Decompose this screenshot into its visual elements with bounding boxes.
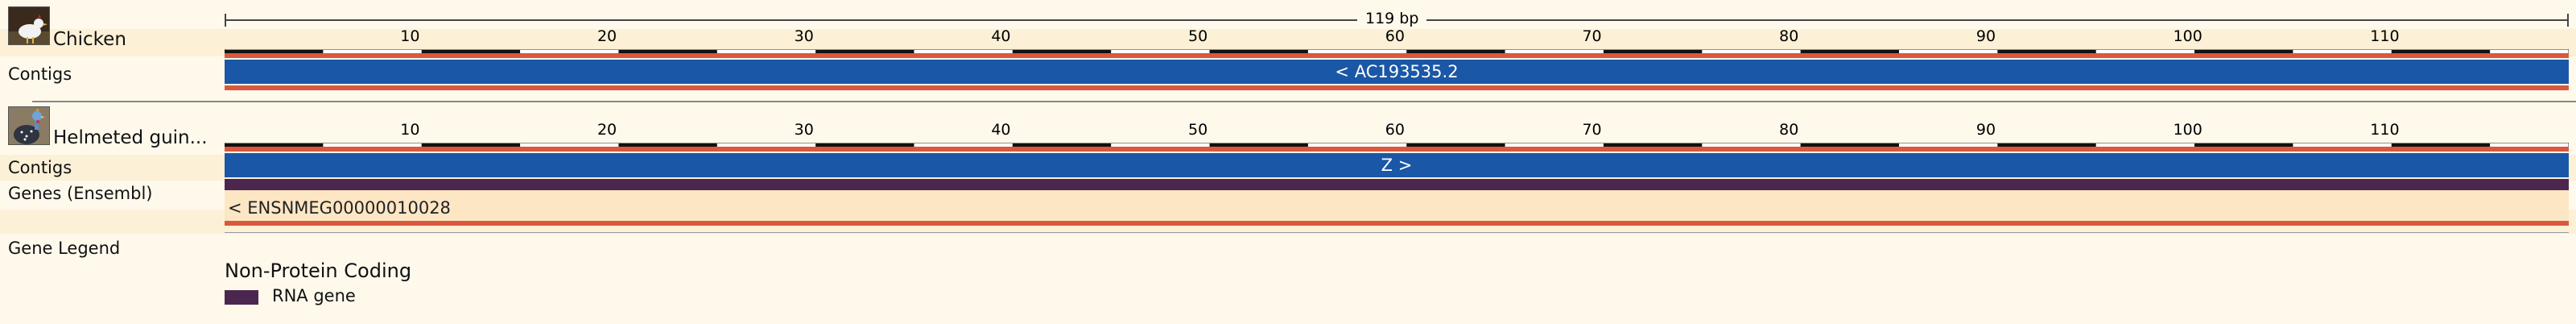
- ruler-block: [815, 143, 914, 149]
- chicken-contig-label: < AC193535.2: [1335, 62, 1459, 81]
- gene-legend-label: Gene Legend: [8, 239, 121, 258]
- ruler-tick-label: 60: [1385, 121, 1405, 139]
- ruler-tick-label: 10: [400, 121, 420, 139]
- ruler-tick-label: 110: [2370, 121, 2400, 139]
- ruler-tick-label: 60: [1385, 27, 1405, 45]
- chicken-contig-bar[interactable]: < AC193535.2: [225, 60, 2569, 84]
- ruler-block: [2391, 50, 2491, 56]
- ruler-block: [1800, 143, 1899, 149]
- chicken-highlight-line-bottom: [225, 85, 2569, 90]
- scale-bar-end-cap: [2567, 14, 2569, 27]
- ruler-tick-label: 50: [1188, 27, 1208, 45]
- ruler-block: [1012, 143, 1112, 149]
- chicken-ruler: [224, 45, 2570, 58]
- gene-id-label[interactable]: < ENSNMEG00000010028: [228, 198, 451, 218]
- ruler-tick-label: 100: [2173, 121, 2202, 139]
- ruler-tick-label: 100: [2173, 27, 2202, 45]
- chicken-contigs-label: Contigs: [8, 64, 72, 84]
- guineafowl-contig-label: Z >: [1381, 156, 1413, 175]
- ruler-block: [2194, 143, 2293, 149]
- ruler-tick-label: 40: [991, 121, 1011, 139]
- ruler-tick-label: 20: [597, 27, 617, 45]
- ruler-tick-label: 80: [1779, 121, 1799, 139]
- ruler-block: [618, 50, 717, 56]
- legend-heading: Non-Protein Coding: [225, 260, 412, 282]
- species-name-guineafowl[interactable]: Helmeted guin...: [53, 127, 208, 148]
- species-name-chicken[interactable]: Chicken: [53, 29, 126, 50]
- ruler-tick-label: 90: [1975, 121, 1996, 139]
- ruler-block: [225, 50, 324, 56]
- ruler-tick-label: 110: [2370, 27, 2400, 45]
- guineafowl-contigs-label: Contigs: [8, 158, 72, 177]
- ruler-block: [1406, 50, 1505, 56]
- ruler-tick-label: 80: [1779, 27, 1799, 45]
- ruler-block: [1997, 50, 2096, 56]
- chicken-highlight-line: [225, 53, 2569, 58]
- guineafowl-contig-bar[interactable]: Z >: [225, 153, 2569, 177]
- ruler-block: [618, 143, 717, 149]
- ruler-tick-label: 50: [1188, 121, 1208, 139]
- track-end-line: [225, 232, 2569, 233]
- ruler-block: [1012, 50, 1112, 56]
- ruler-block: [1997, 143, 2096, 149]
- ruler-tick-label: 70: [1582, 121, 1602, 139]
- ruler-block: [421, 143, 521, 149]
- guineafowl-ruler: [224, 139, 2570, 152]
- ruler-tick-label: 20: [597, 121, 617, 139]
- scale-bar-start-cap: [225, 14, 226, 27]
- rna-gene-swatch: [225, 290, 258, 305]
- ruler-tick-label: 30: [794, 27, 814, 45]
- ruler-block: [1603, 50, 1703, 56]
- ruler-block: [2194, 50, 2293, 56]
- guineafowl-highlight-line-bottom: [225, 221, 2569, 226]
- ruler-tick-label: 70: [1582, 27, 1602, 45]
- guineafowl-highlight-line: [225, 147, 2569, 152]
- ruler-block: [1603, 143, 1703, 149]
- species-divider: [32, 101, 2576, 102]
- ruler-tick-label: 90: [1975, 27, 1996, 45]
- ruler-block: [1800, 50, 1899, 56]
- ruler-block: [225, 143, 324, 149]
- ruler-block: [1209, 143, 1308, 149]
- ruler-tick-label: 10: [400, 27, 420, 45]
- ruler-block: [815, 50, 914, 56]
- ruler-block: [421, 50, 521, 56]
- ruler-block: [1406, 143, 1505, 149]
- ruler-block: [1209, 50, 1308, 56]
- ruler-tick-label: 40: [991, 27, 1011, 45]
- scale-bar-label: 119 bp: [1357, 10, 1427, 27]
- gene-label-lane: [225, 190, 2569, 224]
- ruler-tick-label: 30: [794, 121, 814, 139]
- rna-gene-legend-label: RNA gene: [272, 286, 356, 305]
- ruler-block: [2391, 143, 2491, 149]
- guineafowl-species-icon[interactable]: [8, 106, 50, 145]
- chicken-species-icon[interactable]: [8, 6, 50, 45]
- genes-track-label: Genes (Ensembl): [8, 184, 153, 203]
